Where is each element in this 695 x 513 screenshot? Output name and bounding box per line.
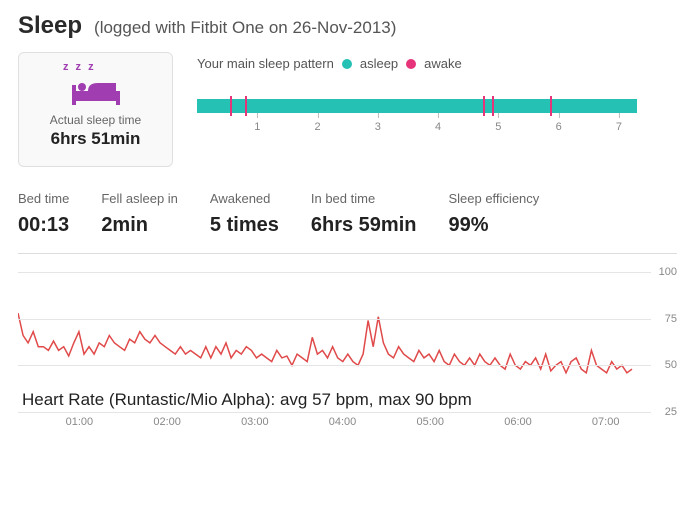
stat-value: 5 times xyxy=(210,214,279,237)
awake-marker xyxy=(230,96,232,116)
summary-row: z z z Actual sleep time 6hrs 51min Your … xyxy=(18,52,677,167)
stat-item: Fell asleep in 2min xyxy=(101,191,178,237)
hr-xtick: 02:00 xyxy=(153,416,181,428)
awake-marker xyxy=(492,96,494,116)
hr-gridline xyxy=(18,412,651,413)
stat-item: Sleep efficiency 99% xyxy=(448,191,539,237)
hr-xtick: 05:00 xyxy=(416,416,444,428)
heart-rate-chart: Heart Rate (Runtastic/Mio Alpha): avg 57… xyxy=(18,272,677,442)
zzz-label: z z z xyxy=(63,61,96,73)
sleep-time-value: 6hrs 51min xyxy=(51,129,141,149)
sleep-stats-row: Bed time 00:13 Fell asleep in 2min Awakened 5… xyxy=(18,185,677,254)
bed-icon xyxy=(68,73,124,109)
pattern-tick: 1 xyxy=(254,121,260,133)
sleep-time-card: z z z Actual sleep time 6hrs 51min xyxy=(18,52,173,167)
sleep-pattern-area: Your main sleep pattern asleep awake 1 2 3… xyxy=(197,52,677,149)
stat-item: In bed time 6hrs 59min xyxy=(311,191,417,237)
hr-ytick: 100 xyxy=(659,266,677,278)
sleep-time-label: Actual sleep time xyxy=(50,113,141,127)
stat-value: 99% xyxy=(448,214,539,237)
hr-xtick: 04:00 xyxy=(329,416,357,428)
pattern-tick: 6 xyxy=(556,121,562,133)
page-subtitle: (logged with Fitbit One on 26-Nov-2013) xyxy=(94,18,396,38)
pattern-tick: 7 xyxy=(616,121,622,133)
hr-gridline xyxy=(18,365,651,366)
hr-ytick: 25 xyxy=(665,406,677,418)
stat-label: Fell asleep in xyxy=(101,191,178,206)
stat-item: Awakened 5 times xyxy=(210,191,279,237)
hr-xtick: 01:00 xyxy=(66,416,94,428)
stat-label: Bed time xyxy=(18,191,69,206)
asleep-bar xyxy=(197,99,637,113)
page-title: Sleep xyxy=(18,12,82,40)
stat-value: 2min xyxy=(101,214,178,237)
stat-label: Sleep efficiency xyxy=(448,191,539,206)
hr-ytick: 75 xyxy=(665,313,677,325)
awake-marker xyxy=(245,96,247,116)
awake-marker xyxy=(483,96,485,116)
pattern-tick: 4 xyxy=(435,121,441,133)
pattern-tick: 5 xyxy=(495,121,501,133)
hr-ytick: 50 xyxy=(665,359,677,371)
heart-rate-caption: Heart Rate (Runtastic/Mio Alpha): avg 57… xyxy=(22,390,472,410)
hr-xtick: 07:00 xyxy=(592,416,620,428)
stat-value: 00:13 xyxy=(18,214,69,237)
hr-gridline xyxy=(18,319,651,320)
hr-xtick: 03:00 xyxy=(241,416,269,428)
awake-marker xyxy=(550,96,552,116)
pattern-tick: 2 xyxy=(314,121,320,133)
stat-value: 6hrs 59min xyxy=(311,214,417,237)
sleep-pattern-bar: 1 2 3 4 5 6 7 xyxy=(197,99,637,149)
legend-title: Your main sleep pattern xyxy=(197,56,334,71)
hr-gridline xyxy=(18,272,651,273)
asleep-dot-icon xyxy=(342,59,352,69)
pattern-legend: Your main sleep pattern asleep awake xyxy=(197,56,677,71)
stat-item: Bed time 00:13 xyxy=(18,191,69,237)
stat-label: In bed time xyxy=(311,191,417,206)
hr-xtick: 06:00 xyxy=(504,416,532,428)
pattern-tick: 3 xyxy=(375,121,381,133)
page-header: Sleep (logged with Fitbit One on 26-Nov-… xyxy=(18,12,677,40)
hr-line xyxy=(18,313,632,373)
legend-asleep-label: asleep xyxy=(360,56,398,71)
stat-label: Awakened xyxy=(210,191,279,206)
legend-awake-label: awake xyxy=(424,56,462,71)
awake-dot-icon xyxy=(406,59,416,69)
